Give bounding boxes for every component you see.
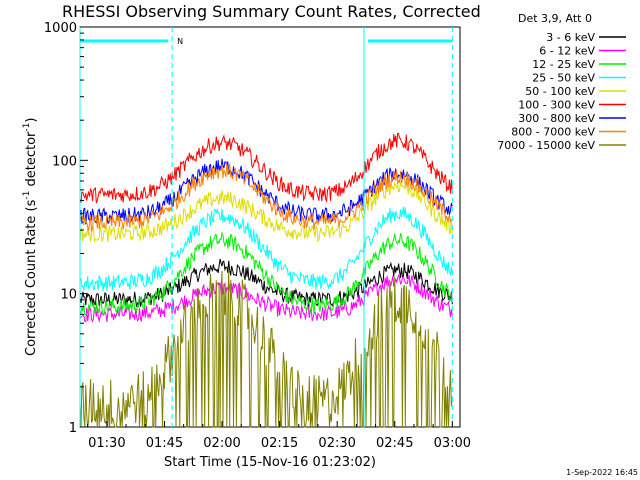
series-line-0 [79,258,453,307]
y-tick-label-0: 1 [69,421,77,436]
series-line-6 [79,158,453,225]
x-tick-label-6: 03:00 [434,436,471,451]
y-axis-label: Corrected Count Rate (s-1 detector-1) [22,118,39,356]
legend-title: Det 3,9, Att 0 [518,12,592,25]
y-tick-label-1: 10 [60,288,77,303]
legend-label-5: 100 - 300 keV [518,99,595,112]
series-layer [79,133,453,428]
y-tick-label-3: 1000 [44,21,77,36]
x-tick-label-4: 02:30 [318,436,355,451]
night-boundaries: N [79,27,453,427]
legend-label-0: 3 - 6 keV [546,31,595,44]
legend-label-6: 300 - 800 keV [518,112,595,125]
x-axis-ticks: 01:30 01:45 02:00 02:15 02:30 02:45 03:00 [87,421,471,451]
plot-timestamp: 1-Sep-2022 16:45 [566,468,638,477]
legend-label-3: 25 - 50 keV [532,72,595,85]
y-label-sup1: -1 [22,191,32,200]
series-line-3 [79,206,453,292]
x-tick-label-0: 01:30 [88,436,125,451]
y-axis-ticks: 1 10 100 1000 [44,21,88,436]
legend-label-2: 12 - 25 keV [532,58,595,71]
legend-label-1: 6 - 12 keV [539,45,595,58]
chart-title: RHESSI Observing Summary Count Rates, Co… [62,2,481,21]
series-line-7 [79,163,453,233]
y-label-mid: detector [24,131,39,191]
x-tick-label-2: 02:00 [203,436,240,451]
x-axis-label: Start Time (15-Nov-16 01:23:02) [164,455,376,470]
series-line-5 [79,133,453,204]
x-tick-label-3: 02:15 [261,436,298,451]
legend-label-7: 800 - 7000 keV [511,126,595,139]
legend-label-8: 7000 - 15000 keV [497,139,595,152]
legend-label-4: 50 - 100 keV [525,85,595,98]
series-line-2 [79,231,453,316]
y-tick-label-2: 100 [52,154,77,169]
x-tick-label-5: 02:45 [376,436,413,451]
saa-flag-label: N [177,37,183,46]
y-label-end: ) [24,118,39,123]
y-label-sup2: -1 [22,123,32,132]
series-line-8 [79,268,453,428]
y-label-main: Corrected Count Rate (s [24,199,39,356]
x-tick-label-1: 01:45 [146,436,183,451]
series-line-4 [79,179,453,243]
